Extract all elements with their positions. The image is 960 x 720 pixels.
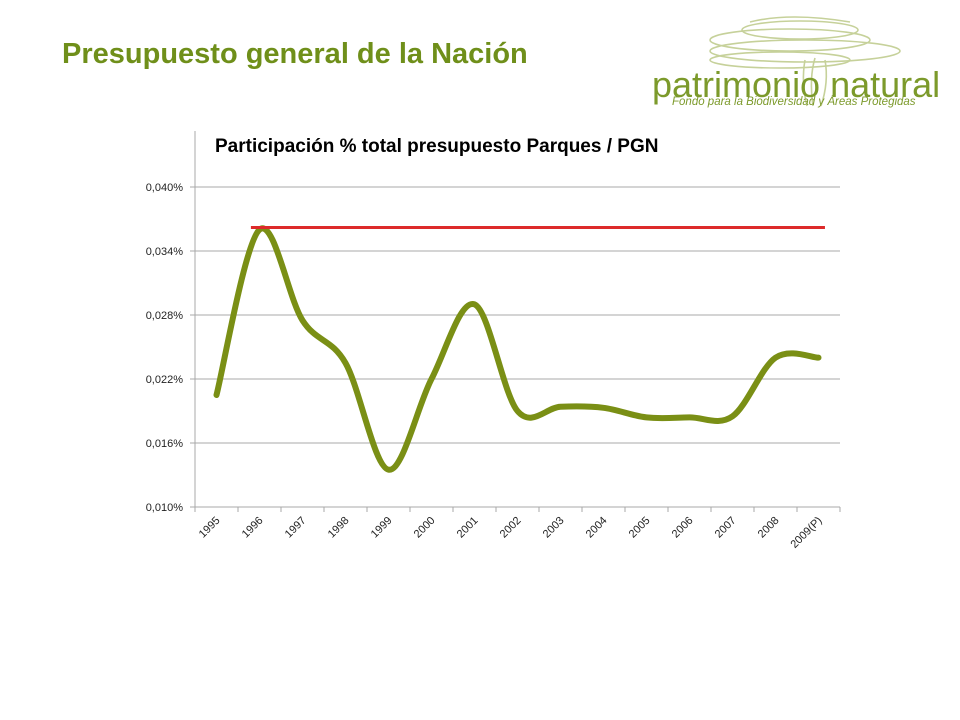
x-tick-label: 2004 bbox=[584, 515, 610, 541]
data-point bbox=[646, 416, 647, 418]
chart-title: Participación % total presupuesto Parque… bbox=[215, 136, 658, 157]
data-point bbox=[216, 394, 217, 396]
grid-lines bbox=[195, 186, 840, 508]
data-point bbox=[818, 357, 819, 359]
y-tick-label: 0,034% bbox=[146, 246, 184, 258]
x-tick-label: 1998 bbox=[326, 515, 352, 541]
data-point bbox=[259, 229, 260, 231]
series-line bbox=[213, 225, 822, 473]
x-tick-label: 1996 bbox=[240, 515, 266, 541]
x-tick-label: 2001 bbox=[455, 515, 481, 541]
y-tick-label: 0,022% bbox=[146, 374, 184, 386]
data-point bbox=[560, 406, 561, 408]
x-tick-label: 2005 bbox=[627, 515, 653, 541]
tree-canopy-icon bbox=[709, 16, 901, 107]
x-tick-label: 2008 bbox=[756, 515, 782, 541]
data-point bbox=[775, 357, 776, 359]
data-point bbox=[517, 410, 518, 412]
logo-tagline: Fondo para la Biodiversidad y Áreas Prot… bbox=[672, 96, 916, 108]
y-tick-label: 0,016% bbox=[146, 438, 184, 450]
data-point bbox=[732, 415, 733, 417]
logo-wordmark: patrimonio natural bbox=[652, 64, 941, 105]
data-point bbox=[474, 303, 475, 305]
x-tick-label: 2000 bbox=[412, 515, 438, 541]
x-tick-label: 1999 bbox=[369, 515, 395, 541]
x-tick-label: 1997 bbox=[283, 515, 309, 541]
data-point bbox=[603, 407, 604, 409]
x-tick-label: 2003 bbox=[541, 515, 567, 541]
patrimonio-natural-logo: patrimonio natural Fondo para la Biodive… bbox=[640, 8, 940, 120]
data-point bbox=[431, 378, 432, 380]
x-tick-label: 2006 bbox=[670, 515, 696, 541]
x-tick-label: 2007 bbox=[713, 515, 739, 541]
series-group bbox=[213, 225, 822, 473]
y-tick-label: 0,040% bbox=[146, 182, 184, 194]
y-tick-label: 0,010% bbox=[146, 502, 184, 514]
slide-title: Presupuesto general de la Nación bbox=[62, 38, 528, 70]
data-point bbox=[388, 469, 389, 471]
y-axis-ticks: 0,010% 0,016% 0,022% 0,028% 0,034% 0,040% bbox=[146, 182, 195, 514]
x-tick-label: 1995 bbox=[197, 515, 223, 541]
y-tick-label: 0,028% bbox=[146, 310, 184, 322]
data-point bbox=[689, 416, 690, 418]
x-tick-label: 2009(P) bbox=[788, 515, 824, 551]
x-axis-ticks: 1995 1996 1997 1998 1999 2000 2001 2002 2003 2004… bbox=[194, 507, 841, 551]
x-tick-label: 2002 bbox=[498, 515, 524, 541]
data-point bbox=[345, 362, 346, 364]
data-point bbox=[302, 319, 303, 321]
